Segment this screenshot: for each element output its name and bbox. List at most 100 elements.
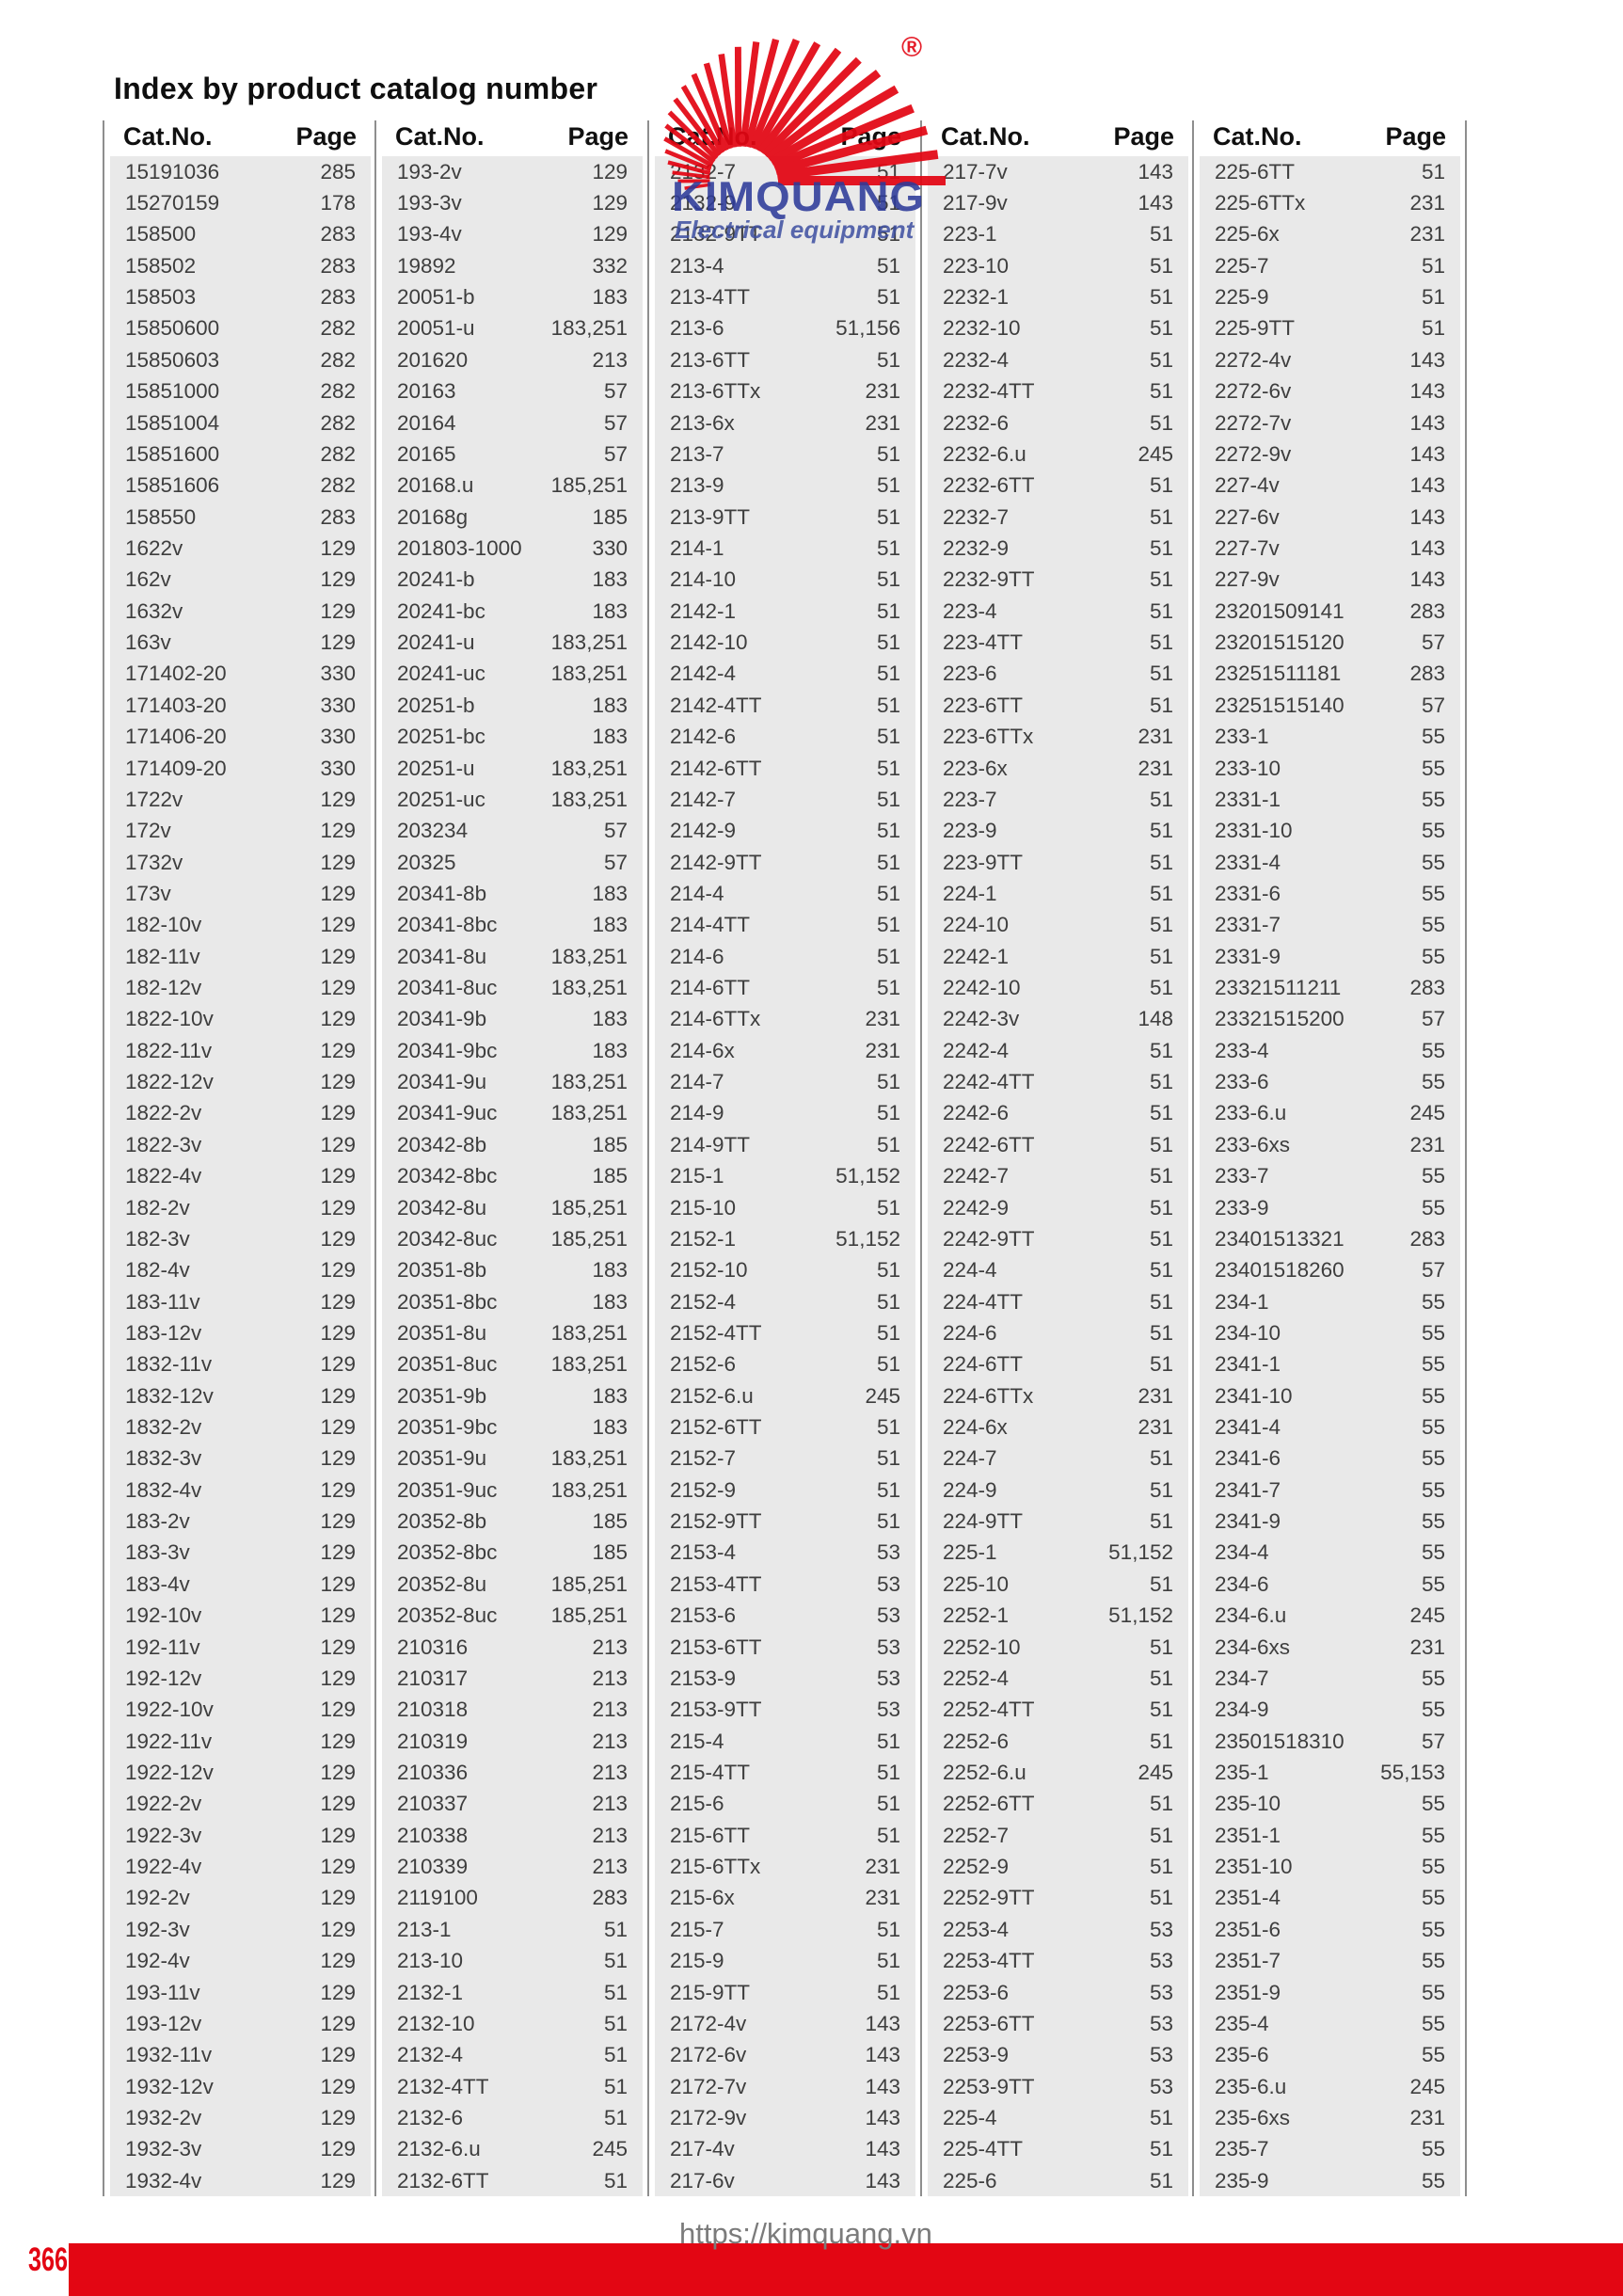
cat-no: 223-9TT bbox=[943, 850, 1024, 874]
page-ref: 245 bbox=[1409, 1603, 1445, 1628]
table-row: 183-12v 129 bbox=[110, 1317, 371, 1348]
page-ref: 51 bbox=[1149, 1477, 1173, 1502]
cat-no: 2341-9 bbox=[1215, 1509, 1281, 1534]
page-ref: 51 bbox=[1149, 1226, 1173, 1251]
cat-no: 224-10 bbox=[943, 913, 1010, 937]
table-row: 2351-9 55 bbox=[1200, 1977, 1460, 2008]
cat-no: 158502 bbox=[125, 253, 197, 278]
table-row: 20341-9u 183,251 bbox=[382, 1066, 643, 1097]
table-row: 214-1 51 bbox=[655, 533, 915, 564]
cat-no: 19892 bbox=[397, 253, 456, 278]
cat-no: 20351-9b bbox=[397, 1383, 487, 1408]
page-ref: 51 bbox=[876, 850, 900, 874]
table-row: 20241-bc 183 bbox=[382, 596, 643, 627]
page-ref: 330 bbox=[320, 725, 356, 749]
page-ref: 51 bbox=[603, 1949, 628, 1973]
table-row: 2252-6TT 51 bbox=[928, 1789, 1188, 1820]
page-ref: 51 bbox=[876, 693, 900, 717]
cat-no: 192-11v bbox=[125, 1634, 200, 1659]
table-row: 225-7 51 bbox=[1200, 250, 1460, 281]
table-row: 2152-4 51 bbox=[655, 1286, 915, 1317]
cat-no: 2252-9TT bbox=[943, 1886, 1035, 1910]
cat-no: 20351-9uc bbox=[397, 1477, 498, 1502]
table-row: 2232-6 51 bbox=[928, 407, 1188, 438]
page-ref: 51 bbox=[876, 1509, 900, 1534]
page-ref: 51 bbox=[1149, 1823, 1173, 1847]
page-ref: 129 bbox=[320, 819, 356, 843]
cat-no: 235-10 bbox=[1215, 1792, 1281, 1816]
table-row: 20341-9b 183 bbox=[382, 1004, 643, 1035]
page-ref: 51 bbox=[876, 787, 900, 811]
table-row: 2142-6TT 51 bbox=[655, 753, 915, 784]
table-row: 182-2v 129 bbox=[110, 1192, 371, 1223]
table-row: 210317 213 bbox=[382, 1663, 643, 1694]
page-ref: 129 bbox=[320, 1980, 356, 2004]
cat-no: 213-6TTx bbox=[670, 379, 761, 404]
page-ref: 185 bbox=[592, 1132, 628, 1156]
cat-no: 20341-9bc bbox=[397, 1038, 498, 1062]
table-row: 1822-2v 129 bbox=[110, 1098, 371, 1129]
page-ref: 51 bbox=[1149, 1729, 1173, 1753]
cat-no: 2331-1 bbox=[1215, 787, 1281, 811]
table-row: 23321515200 57 bbox=[1200, 1004, 1460, 1035]
cat-no: 2172-6v bbox=[670, 2043, 747, 2067]
cat-no: 192-3v bbox=[125, 1917, 190, 1941]
page-ref: 55 bbox=[1421, 787, 1445, 811]
page-ref: 282 bbox=[320, 379, 356, 404]
table-row: 20168g 185 bbox=[382, 502, 643, 533]
table-row: 227-4v 143 bbox=[1200, 470, 1460, 502]
cat-no: 224-6TTx bbox=[943, 1383, 1034, 1408]
cat-no: 224-9 bbox=[943, 1477, 997, 1502]
table-row: 233-6.u 245 bbox=[1200, 1098, 1460, 1129]
page-ref: 213 bbox=[592, 1634, 628, 1659]
cat-no: 223-7 bbox=[943, 787, 997, 811]
page-ref: 143 bbox=[1138, 159, 1173, 183]
page-ref: 129 bbox=[592, 222, 628, 247]
table-row: 20251-uc 183,251 bbox=[382, 784, 643, 815]
cat-no: 171402-20 bbox=[125, 662, 227, 686]
page-ref: 129 bbox=[320, 1634, 356, 1659]
table-row: 213-10 51 bbox=[382, 1945, 643, 1976]
table-row: 215-6 51 bbox=[655, 1789, 915, 1820]
column-divider bbox=[1465, 120, 1467, 2196]
table-row: 235-1 55,153 bbox=[1200, 1757, 1460, 1788]
table-row: 213-9TT 51 bbox=[655, 502, 915, 533]
page-ref: 129 bbox=[320, 630, 356, 655]
page-ref: 231 bbox=[1138, 1383, 1173, 1408]
cat-no: 233-6xs bbox=[1215, 1132, 1291, 1156]
page-ref: 231 bbox=[865, 1007, 900, 1031]
page-ref: 55 bbox=[1421, 819, 1445, 843]
page-ref: 51 bbox=[876, 1320, 900, 1345]
cat-no: 213-4TT bbox=[670, 285, 751, 310]
page-ref: 129 bbox=[320, 1823, 356, 1847]
table-row: 158502 283 bbox=[110, 250, 371, 281]
table-row: 2242-10 51 bbox=[928, 972, 1188, 1003]
page-ref: 51 bbox=[1149, 662, 1173, 686]
page-ref: 55 bbox=[1421, 1855, 1445, 1879]
table-row: 203234 57 bbox=[382, 816, 643, 847]
cat-no: 158503 bbox=[125, 285, 197, 310]
table-row: 193-12v 129 bbox=[110, 2008, 371, 2039]
page-ref: 183,251 bbox=[550, 756, 628, 780]
page-ref: 55 bbox=[1421, 1698, 1445, 1722]
table-row: 235-4 55 bbox=[1200, 2008, 1460, 2039]
page-ref: 51 bbox=[876, 1070, 900, 1094]
table-row: 20342-8bc 185 bbox=[382, 1161, 643, 1192]
table-row: 20341-8bc 183 bbox=[382, 910, 643, 941]
page-ref: 55 bbox=[1421, 1446, 1445, 1471]
cat-no: 2132-4TT bbox=[397, 2074, 489, 2098]
table-row: 1932-3v 129 bbox=[110, 2134, 371, 2165]
table-row: 223-6 51 bbox=[928, 659, 1188, 690]
footer-url[interactable]: https://kimquang.vn bbox=[679, 2217, 932, 2250]
page-ref: 143 bbox=[1409, 504, 1445, 529]
table-row: 2331-4 55 bbox=[1200, 847, 1460, 878]
table-row: 193-3v 129 bbox=[382, 187, 643, 218]
table-row: 20352-8uc 185,251 bbox=[382, 1601, 643, 1632]
page-ref: 129 bbox=[320, 976, 356, 1000]
page-ref: 55 bbox=[1421, 850, 1445, 874]
cat-no: 223-10 bbox=[943, 253, 1010, 278]
page-ref: 51 bbox=[1149, 819, 1173, 843]
cat-no: 2142-7 bbox=[670, 787, 737, 811]
table-row: 1922-3v 129 bbox=[110, 1820, 371, 1851]
page-ref: 53 bbox=[876, 1666, 900, 1690]
